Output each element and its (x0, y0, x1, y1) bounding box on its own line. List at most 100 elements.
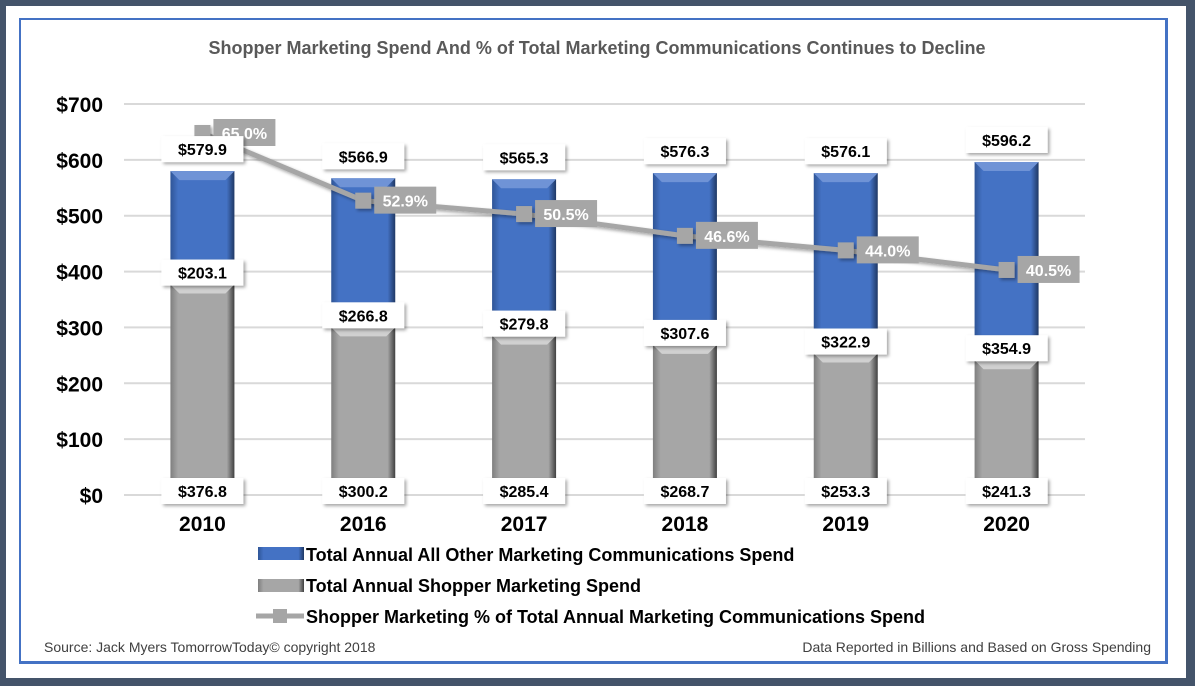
bar-shopper-spend (492, 335, 557, 495)
data-label-shopper: $241.3 (965, 478, 1048, 504)
data-label-total-text: $579.9 (178, 142, 227, 159)
legend-marker (273, 609, 287, 623)
data-label-total: $596.2 (965, 126, 1048, 153)
bar-bevel (331, 327, 396, 337)
legend-item-other-spend: Total Annual All Other Marketing Communi… (258, 545, 794, 565)
data-label-shopper-text: $300.2 (339, 484, 388, 501)
data-label-other-text: $266.8 (339, 308, 388, 325)
data-labels: $376.8 $203.1 $579.9 $300.2 $266.8 $566.9 $285… (161, 126, 1048, 504)
data-label-other-text: $279.8 (500, 317, 549, 334)
data-label-total: $565.3 (483, 144, 566, 171)
data-label-shopper-box (483, 478, 566, 504)
y-tick-label: $300 (56, 317, 103, 340)
bar-other-spend (652, 173, 717, 345)
data-label-other-box (322, 302, 405, 329)
data-label-other-box (965, 335, 1048, 362)
data-label-percent: 50.5% (535, 200, 598, 228)
data-label-percent-box (1017, 255, 1080, 283)
data-label-shopper-text: $268.7 (660, 484, 709, 501)
y-tick-label: $500 (56, 206, 103, 229)
y-tick-label: $200 (56, 373, 103, 396)
y-tick-label: $600 (56, 150, 103, 173)
legend-label-shopper-percent: Shopper Marketing % of Total Annual Mark… (306, 607, 925, 627)
chart-title: Shopper Marketing Spend And % of Total M… (208, 38, 985, 58)
data-label-total: $579.9 (161, 136, 244, 163)
data-label-percent: 46.6% (695, 221, 758, 249)
data-label-shopper-text: $285.4 (500, 484, 549, 501)
data-label-percent-box (856, 236, 919, 264)
bar-bevel (652, 344, 717, 354)
data-label-shopper-text: $376.8 (178, 484, 227, 501)
data-label-other-box (483, 310, 566, 337)
data-label-shopper-text: $253.3 (821, 484, 870, 501)
data-label-total: $566.9 (322, 143, 405, 170)
data-label-percent: 52.9% (374, 186, 437, 214)
data-label-percent-text: 52.9% (383, 194, 428, 211)
x-tick-label: 2017 (501, 513, 548, 536)
data-label-shopper-text: $241.3 (982, 484, 1031, 501)
bar-shopper-spend (331, 327, 396, 495)
data-label-other: $203.1 (161, 259, 244, 286)
legend: Total Annual All Other Marketing Communi… (256, 545, 925, 627)
data-label-shopper-box (322, 478, 405, 504)
x-tick-label: 2020 (983, 513, 1030, 536)
data-label-shopper: $285.4 (483, 478, 566, 504)
bar-shopper-spend (170, 284, 235, 495)
data-label-total-text: $566.9 (339, 149, 388, 166)
bar-bevel (170, 284, 235, 294)
bar-bevel (492, 179, 557, 189)
data-label-other: $322.9 (804, 328, 887, 355)
data-label-total-box (483, 144, 566, 171)
data-label-shopper: $268.7 (643, 478, 726, 504)
data-label-shopper-box (643, 478, 726, 504)
data-label-percent-box (374, 186, 437, 214)
data-label-shopper: $253.3 (804, 478, 887, 504)
data-label-other: $279.8 (483, 310, 566, 337)
data-label-other-text: $203.1 (178, 266, 227, 283)
percent-marker (516, 206, 533, 223)
percent-marker (998, 261, 1015, 278)
bar-bevel (492, 335, 557, 345)
data-label-total-text: $576.3 (660, 144, 709, 161)
data-label-other-text: $307.6 (660, 326, 709, 343)
data-label-total-box (161, 136, 244, 163)
data-label-total-box (322, 143, 405, 170)
data-label-other: $266.8 (322, 302, 405, 329)
y-tick-label: $100 (56, 429, 103, 452)
gridlines (124, 103, 1085, 496)
data-label-other-box (161, 259, 244, 286)
data-label-total-box (965, 126, 1048, 153)
data-label-percent-text: 46.6% (704, 229, 749, 246)
bars (170, 161, 1039, 495)
data-label-total-box (643, 138, 726, 165)
legend-label-other-spend: Total Annual All Other Marketing Communi… (306, 545, 794, 565)
data-label-total-text: $596.2 (982, 133, 1031, 150)
data-label-other-text: $354.9 (982, 341, 1031, 358)
y-tick-label: $700 (56, 94, 103, 117)
bar-bevel (652, 173, 717, 183)
data-label-total: $576.3 (643, 138, 726, 165)
data-label-other-text: $322.9 (821, 335, 870, 352)
data-label-percent-text: 50.5% (543, 207, 588, 224)
data-label-other: $307.6 (643, 319, 726, 346)
x-tick-label: 2019 (822, 513, 869, 536)
x-tick-label: 2016 (340, 513, 387, 536)
data-label-shopper-box (965, 478, 1048, 504)
data-label-shopper: $300.2 (322, 478, 405, 504)
legend-label-shopper-spend: Total Annual Shopper Marketing Spend (306, 576, 641, 596)
data-label-other-box (643, 319, 726, 346)
data-label-total-text: $576.1 (821, 144, 870, 161)
legend-item-shopper-spend: Total Annual Shopper Marketing Spend (258, 576, 641, 596)
data-label-percent-text: 44.0% (865, 243, 910, 260)
data-label-shopper: $376.8 (161, 478, 244, 504)
bar-shopper-spend (813, 353, 878, 495)
data-label-total-text: $565.3 (500, 150, 549, 167)
percent-marker (355, 192, 372, 209)
bar-shopper-spend (974, 360, 1039, 495)
data-label-percent-box (695, 221, 758, 249)
data-label-shopper-box (804, 478, 887, 504)
source-note: Source: Jack Myers TomorrowToday© copyri… (44, 639, 376, 655)
bar-shopper-spend (652, 344, 717, 495)
data-label-total-box (804, 138, 887, 165)
